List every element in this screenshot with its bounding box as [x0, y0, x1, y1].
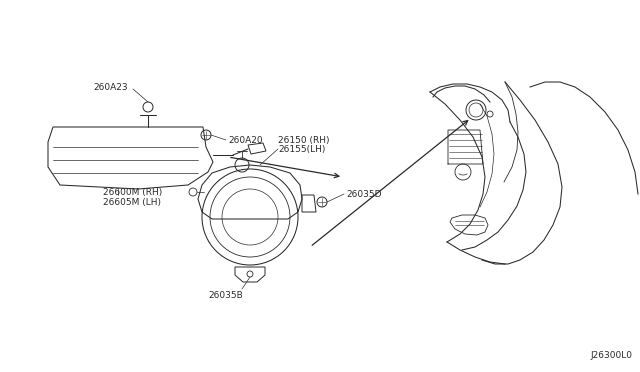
Text: 26150 (RH): 26150 (RH): [278, 136, 330, 145]
Text: 26600M (RH): 26600M (RH): [103, 188, 163, 197]
Text: 260A23: 260A23: [93, 83, 127, 92]
Text: J26300L0: J26300L0: [590, 351, 632, 360]
Text: 26035D: 26035D: [346, 189, 381, 199]
Text: 26035B: 26035B: [208, 291, 243, 299]
Text: 26605M (LH): 26605M (LH): [103, 198, 161, 207]
Text: 26155(LH): 26155(LH): [278, 145, 325, 154]
Text: 260A20: 260A20: [228, 135, 262, 144]
